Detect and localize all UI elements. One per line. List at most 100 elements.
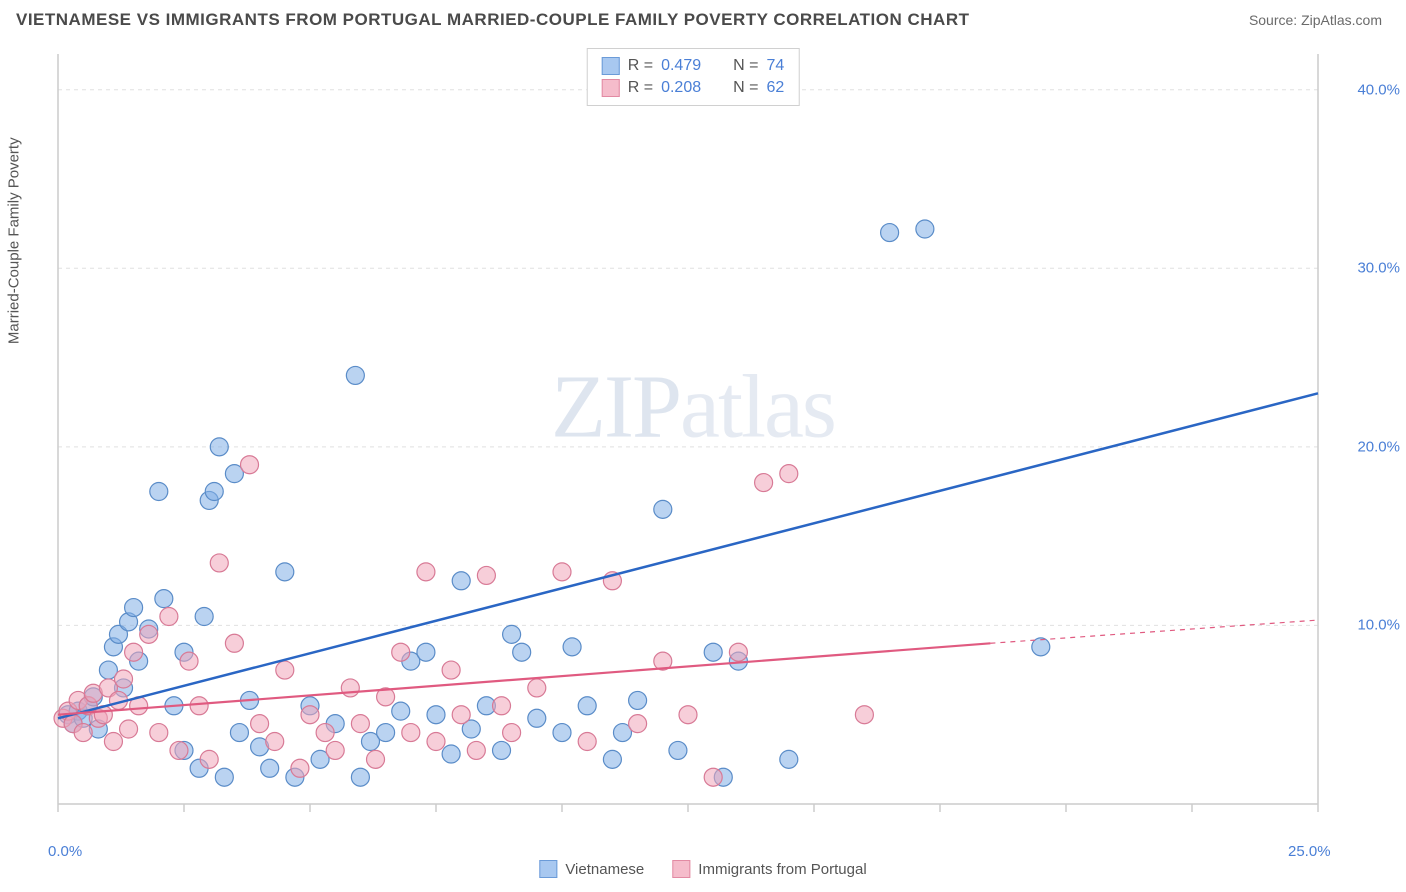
legend-r-value: 0.208 xyxy=(661,79,701,97)
data-point xyxy=(351,768,369,786)
source-label: Source: ZipAtlas.com xyxy=(1249,12,1382,28)
data-point xyxy=(155,590,173,608)
data-point xyxy=(427,706,445,724)
data-point xyxy=(578,733,596,751)
data-point xyxy=(341,679,359,697)
data-point xyxy=(855,706,873,724)
legend-n-label: N = xyxy=(733,57,758,75)
data-point xyxy=(780,465,798,483)
data-point xyxy=(467,741,485,759)
data-point xyxy=(291,759,309,777)
legend-row: R = 0.479 N = 74 xyxy=(602,55,785,77)
data-point xyxy=(442,661,460,679)
data-point xyxy=(276,563,294,581)
legend-n-value: 62 xyxy=(766,79,784,97)
data-point xyxy=(881,224,899,242)
data-point xyxy=(346,366,364,384)
data-point xyxy=(493,697,511,715)
legend-r-label: R = xyxy=(628,57,653,75)
data-point xyxy=(477,566,495,584)
legend-item: Vietnamese xyxy=(539,860,644,878)
series-legend: Vietnamese Immigrants from Portugal xyxy=(539,860,866,878)
x-tick-label: 0.0% xyxy=(48,843,82,860)
data-point xyxy=(603,750,621,768)
data-point xyxy=(578,697,596,715)
legend-item: Immigrants from Portugal xyxy=(672,860,866,878)
data-point xyxy=(266,733,284,751)
data-point xyxy=(210,554,228,572)
data-point xyxy=(503,724,521,742)
legend-n-value: 74 xyxy=(766,57,784,75)
data-point xyxy=(140,625,158,643)
data-point xyxy=(301,706,319,724)
data-point xyxy=(74,724,92,742)
legend-label: Vietnamese xyxy=(565,861,644,878)
data-point xyxy=(160,608,178,626)
legend-swatch xyxy=(539,860,557,878)
legend-r-label: R = xyxy=(628,79,653,97)
y-tick-label: 10.0% xyxy=(1357,617,1400,634)
legend-label: Immigrants from Portugal xyxy=(698,861,866,878)
data-point xyxy=(704,643,722,661)
y-tick-label: 20.0% xyxy=(1357,438,1400,455)
data-point xyxy=(629,715,647,733)
data-point xyxy=(115,670,133,688)
data-point xyxy=(251,715,269,733)
data-point xyxy=(205,483,223,501)
data-point xyxy=(528,709,546,727)
data-point xyxy=(125,643,143,661)
data-point xyxy=(276,661,294,679)
trend-line xyxy=(58,393,1318,718)
data-point xyxy=(402,724,420,742)
data-point xyxy=(261,759,279,777)
data-point xyxy=(195,608,213,626)
data-point xyxy=(553,724,571,742)
data-point xyxy=(170,741,188,759)
y-tick-label: 40.0% xyxy=(1357,81,1400,98)
data-point xyxy=(513,643,531,661)
data-point xyxy=(679,706,697,724)
data-point xyxy=(150,724,168,742)
y-tick-label: 30.0% xyxy=(1357,260,1400,277)
data-point xyxy=(669,741,687,759)
y-axis-label: Married-Couple Family Poverty xyxy=(6,137,23,344)
data-point xyxy=(563,638,581,656)
data-point xyxy=(210,438,228,456)
data-point xyxy=(417,643,435,661)
data-point xyxy=(215,768,233,786)
data-point xyxy=(452,706,470,724)
data-point xyxy=(704,768,722,786)
data-point xyxy=(654,500,672,518)
data-point xyxy=(916,220,934,238)
legend-swatch xyxy=(672,860,690,878)
legend-row: R = 0.208 N = 62 xyxy=(602,77,785,99)
data-point xyxy=(452,572,470,590)
data-point xyxy=(442,745,460,763)
x-tick-label: 25.0% xyxy=(1288,843,1331,860)
data-point xyxy=(104,733,122,751)
data-point xyxy=(190,697,208,715)
legend-swatch xyxy=(602,57,620,75)
data-point xyxy=(729,643,747,661)
data-point xyxy=(528,679,546,697)
legend-r-value: 0.479 xyxy=(661,57,701,75)
data-point xyxy=(326,741,344,759)
scatter-plot xyxy=(48,44,1338,834)
data-point xyxy=(629,691,647,709)
data-point xyxy=(417,563,435,581)
chart-title: VIETNAMESE VS IMMIGRANTS FROM PORTUGAL M… xyxy=(16,10,970,30)
data-point xyxy=(180,652,198,670)
data-point xyxy=(755,474,773,492)
data-point xyxy=(150,483,168,501)
data-point xyxy=(225,634,243,652)
data-point xyxy=(230,724,248,742)
data-point xyxy=(377,724,395,742)
legend-swatch xyxy=(602,79,620,97)
correlation-legend: R = 0.479 N = 74 R = 0.208 N = 62 xyxy=(587,48,800,106)
data-point xyxy=(367,750,385,768)
legend-n-label: N = xyxy=(733,79,758,97)
data-point xyxy=(120,720,138,738)
data-point xyxy=(392,643,410,661)
data-point xyxy=(392,702,410,720)
data-point xyxy=(200,750,218,768)
